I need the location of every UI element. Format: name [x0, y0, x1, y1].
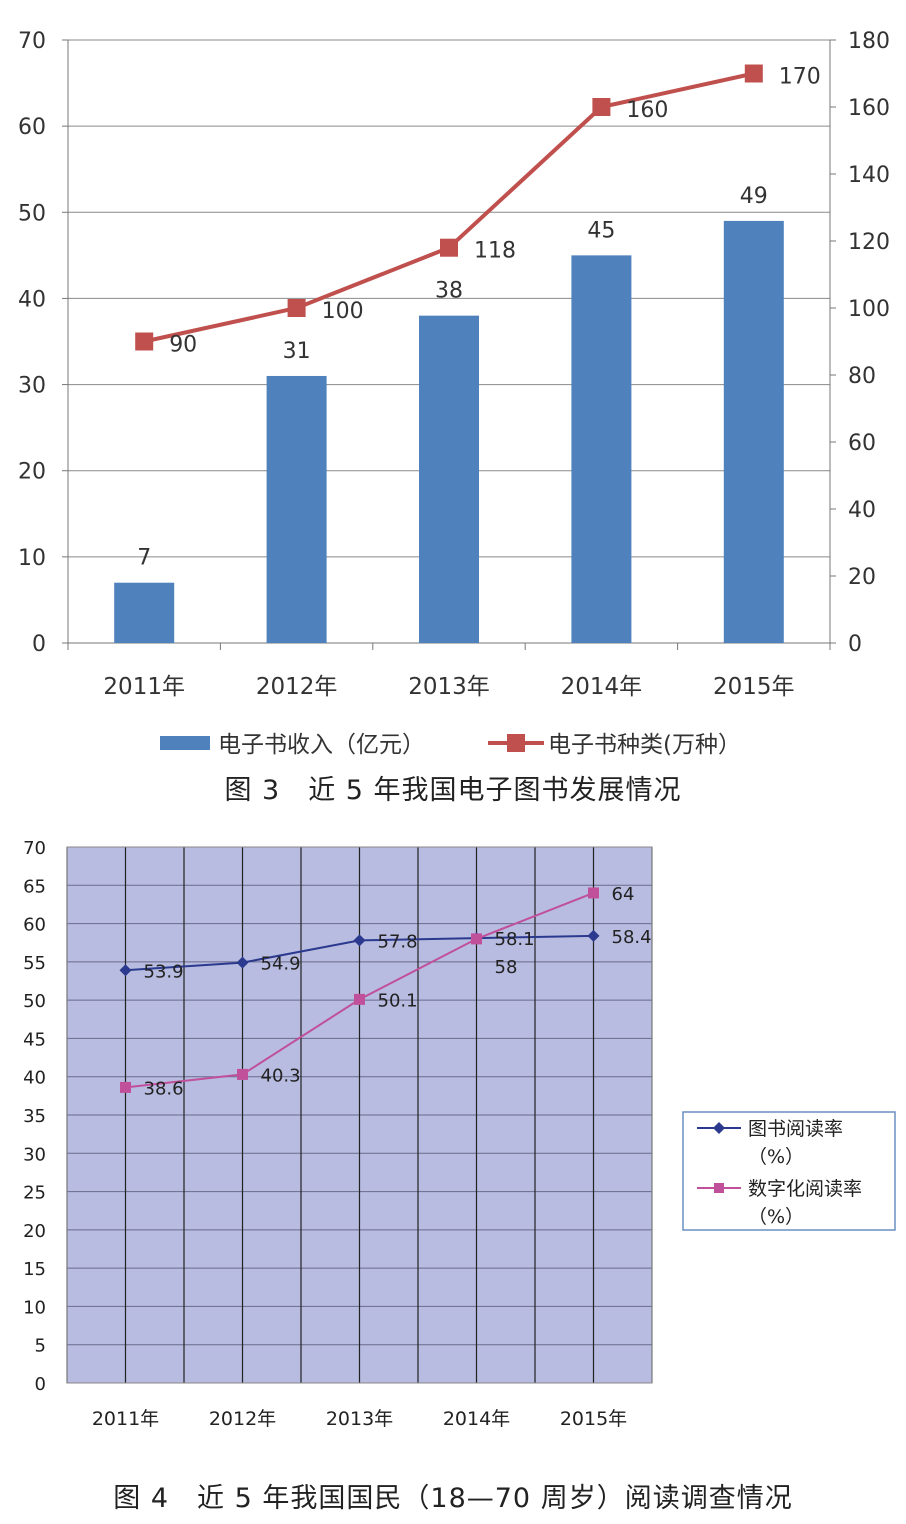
- right-tick-label: 120: [848, 230, 890, 255]
- y-tick-label: 55: [23, 953, 46, 974]
- line-value-label: 90: [169, 333, 197, 358]
- line-value-label: 160: [626, 98, 668, 123]
- data-label: 58.1: [495, 929, 535, 950]
- legend-label-revenue: 电子书收入（亿元）: [218, 732, 425, 758]
- left-tick-label: 30: [18, 374, 46, 399]
- line-value-label: 100: [322, 299, 364, 324]
- square-marker: [120, 1081, 131, 1093]
- figure3-caption: 图 3 近 5 年我国电子图书发展情况: [224, 775, 682, 806]
- legend-unit-2: （%）: [748, 1206, 804, 1228]
- bar: [114, 582, 175, 643]
- y-tick-label: 0: [35, 1374, 46, 1395]
- legend-square-marker: [714, 1183, 724, 1193]
- square-marker: [588, 887, 599, 899]
- data-label: 58: [495, 957, 518, 978]
- legend-diamond-marker: [713, 1122, 725, 1134]
- data-label: 64: [612, 884, 635, 905]
- left-tick-label: 60: [18, 115, 46, 140]
- y-tick-label: 5: [35, 1336, 46, 1357]
- data-label: 53.9: [144, 961, 184, 982]
- right-tick-label: 40: [848, 498, 876, 523]
- bar: [419, 315, 479, 643]
- y-tick-label: 60: [23, 915, 46, 936]
- right-tick-label: 60: [848, 431, 876, 456]
- y-tick-label: 45: [23, 1029, 46, 1050]
- left-tick-label: 10: [18, 546, 46, 571]
- y-tick-label: 70: [23, 838, 46, 859]
- right-tick-label: 100: [848, 297, 890, 322]
- bar: [571, 255, 632, 643]
- line-value-label: 170: [779, 65, 821, 90]
- plot-border: [66, 846, 653, 1384]
- diamond-marker: [353, 934, 366, 947]
- left-tick-label: 50: [18, 201, 46, 226]
- line-marker: [135, 332, 154, 351]
- x-tick-label: 2014年: [561, 674, 643, 700]
- legend-label-titles: 电子书种类(万种）: [548, 732, 741, 758]
- bar-value-label: 7: [137, 546, 151, 571]
- square-marker: [471, 933, 482, 945]
- right-tick-label: 180: [848, 29, 890, 54]
- right-tick-label: 0: [848, 632, 862, 657]
- y-tick-label: 50: [23, 991, 46, 1012]
- line-value-label: 118: [474, 239, 516, 264]
- x-tick-label: 2012年: [256, 674, 338, 700]
- bar-value-label: 49: [740, 184, 768, 209]
- x-tick-label: 2015年: [713, 674, 795, 700]
- line-marker: [592, 98, 611, 116]
- data-label: 57.8: [378, 931, 418, 952]
- square-marker: [354, 993, 365, 1005]
- data-label: 38.6: [144, 1078, 184, 1099]
- bar: [723, 220, 784, 643]
- data-label: 54.9: [261, 954, 301, 975]
- bar: [266, 375, 327, 643]
- y-tick-label: 20: [23, 1221, 46, 1242]
- legend-label-1: 图书阅读率: [748, 1118, 843, 1140]
- square-marker: [237, 1068, 248, 1080]
- right-tick-label: 160: [848, 96, 890, 121]
- left-tick-label: 40: [18, 287, 46, 312]
- data-label: 50.1: [378, 990, 418, 1011]
- y-tick-label: 10: [23, 1297, 46, 1318]
- bar-value-label: 31: [283, 339, 311, 364]
- legend-swatch-marker: [507, 734, 525, 752]
- y-tick-label: 40: [23, 1068, 46, 1089]
- diamond-marker: [587, 929, 600, 942]
- diamond-marker: [119, 964, 132, 977]
- left-tick-label: 70: [18, 29, 46, 54]
- x-tick-label: 2011年: [92, 1408, 159, 1430]
- figure4-caption: 图 4 近 5 年我国国民（18—70 周岁）阅读调查情况: [113, 1483, 793, 1514]
- x-tick-label: 2013年: [326, 1408, 393, 1430]
- left-tick-label: 20: [18, 460, 46, 485]
- right-tick-label: 80: [848, 364, 876, 389]
- chart-ebook-development: 0 10 20 30 40 50 60 70 0 20 40 60 80 100 120 140 160 180 7…: [18, 29, 890, 758]
- bar-value-label: 45: [587, 218, 615, 243]
- data-label: 58.4: [612, 927, 652, 948]
- right-tick-label: 140: [848, 163, 890, 188]
- x-tick-label: 2015年: [560, 1408, 627, 1430]
- left-tick-label: 0: [32, 632, 46, 657]
- chart-reading-survey: 0 5 10 15 20 25 30 35 40 45 50 55 60 65 70 53.9 54.9 57.8…: [23, 838, 896, 1430]
- x-tick-label: 2013年: [408, 674, 490, 700]
- line-marker: [744, 64, 763, 83]
- y-tick-label: 15: [23, 1259, 46, 1280]
- x-tick-label: 2012年: [209, 1408, 276, 1430]
- legend-swatch-bar: [160, 736, 210, 750]
- diamond-marker: [236, 956, 249, 969]
- x-tick-label: 2014年: [443, 1408, 510, 1430]
- y-tick-label: 65: [23, 876, 46, 897]
- data-label: 40.3: [261, 1065, 301, 1086]
- legend-unit-1: （%）: [748, 1146, 804, 1168]
- line-marker: [440, 238, 458, 257]
- y-tick-label: 35: [23, 1106, 46, 1127]
- right-tick-label: 20: [848, 565, 876, 590]
- y-tick-label: 25: [23, 1183, 46, 1204]
- legend-label-2: 数字化阅读率: [748, 1178, 862, 1200]
- bar-value-label: 38: [435, 279, 463, 304]
- line-marker: [287, 299, 306, 317]
- x-tick-label: 2011年: [103, 674, 185, 700]
- y-tick-label: 30: [23, 1144, 46, 1165]
